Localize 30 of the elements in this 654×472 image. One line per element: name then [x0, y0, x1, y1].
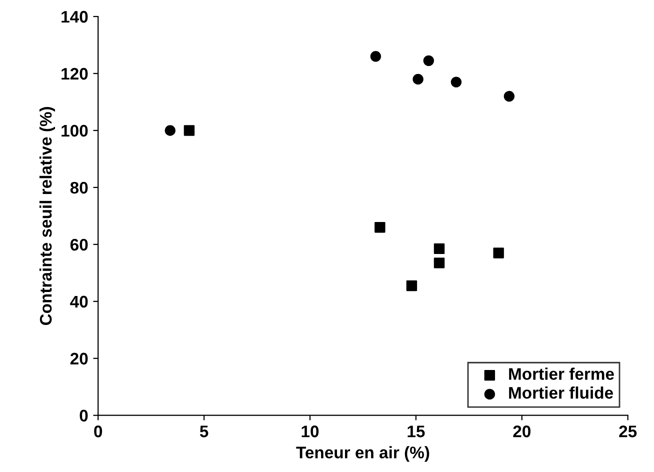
y-tick-label: 100: [62, 124, 88, 137]
x-tick-label: 0: [94, 426, 102, 438]
y-tick-label: 140: [62, 10, 88, 23]
point: [434, 243, 445, 254]
x-axis-title: Teneur en air (%): [296, 446, 430, 462]
x-tick-label: 20: [513, 426, 530, 438]
x-tick-label: 10: [302, 426, 319, 438]
y-tick-label: 120: [62, 68, 88, 80]
point: [423, 55, 434, 66]
point: [450, 76, 462, 88]
point: [412, 74, 424, 85]
y-tick-label: 40: [70, 296, 88, 308]
point: [406, 280, 418, 292]
legend-label: Mortier fluide: [509, 386, 613, 399]
point: [164, 125, 176, 136]
point: [374, 222, 386, 233]
x-tick-label: 25: [619, 426, 637, 438]
point: [184, 125, 195, 136]
point: [504, 90, 515, 102]
y-tick-label: 20: [70, 352, 88, 365]
x-tick-label: 15: [408, 426, 425, 438]
y-axis-title: Contrainte seuil relative (%): [39, 107, 56, 325]
point: [434, 258, 445, 268]
point: [370, 51, 382, 62]
legend-label: Mortier ferme: [509, 368, 614, 380]
y-tick-label: 80: [70, 182, 88, 194]
point: [493, 248, 504, 258]
x-tick-label: 5: [200, 426, 208, 438]
y-tick-label: 0: [80, 410, 88, 422]
y-tick-label: 60: [70, 238, 88, 251]
